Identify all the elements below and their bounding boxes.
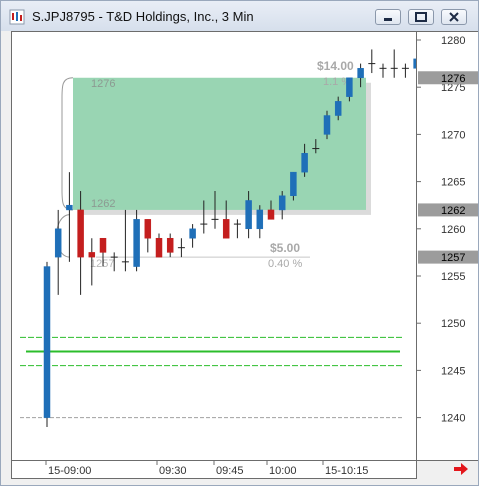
maximize-icon xyxy=(415,12,427,22)
candle-up xyxy=(256,209,264,230)
minimize-button[interactable] xyxy=(375,9,401,25)
y-tick-label: 1250 xyxy=(441,318,465,330)
price-axis[interactable]: 1240 1245 1250 1255 1260 1265 1270 1275 1280 1276… xyxy=(417,31,478,461)
y-tick-label: 1240 xyxy=(441,413,465,425)
candle-down xyxy=(88,252,96,258)
zone-value-label: $14.00 xyxy=(317,59,354,73)
price-marker-bg xyxy=(418,203,478,217)
y-tick-label: 1275 xyxy=(441,82,465,94)
candle-down xyxy=(166,237,174,253)
close-icon xyxy=(449,12,459,22)
candle-down xyxy=(77,209,84,258)
price-marker-label: 1262 xyxy=(441,205,465,217)
candle-up xyxy=(189,228,196,239)
range-bottom-label: 1257 xyxy=(90,258,114,270)
zone-pct-label: 1.1 % xyxy=(323,76,351,88)
candle-up xyxy=(66,204,73,211)
candle-up xyxy=(334,101,342,116)
y-tick-label: 1245 xyxy=(441,365,465,377)
window-title: S.JPJ8795 - T&D Holdings, Inc., 3 Min xyxy=(32,9,254,24)
zone-bottom-label: 1262 xyxy=(91,198,115,210)
candle-down xyxy=(144,219,152,239)
chart-area[interactable]: 1276 1262 $14.00 1.1 % 1257 $5.00 0.40 % 1240 1… xyxy=(1,31,478,485)
x-tick-label: 15-09:00 xyxy=(48,465,91,477)
candle-down xyxy=(99,237,107,253)
y-tick-label: 1265 xyxy=(441,177,465,189)
scroll-right-arrow-icon[interactable] xyxy=(453,463,469,475)
y-tick-label: 1270 xyxy=(441,129,465,141)
minimize-icon xyxy=(384,18,392,21)
candle-up xyxy=(290,171,297,197)
price-marker-label: 1257 xyxy=(441,252,465,264)
x-tick-label: 09:45 xyxy=(216,465,244,477)
candle-up xyxy=(278,195,286,211)
time-axis[interactable]: 15-09:00 09:30 09:45 10:00 15-10:15 xyxy=(11,461,417,479)
candle-down xyxy=(155,237,163,258)
candle-up xyxy=(346,77,353,97)
price-marker-bg xyxy=(418,71,478,85)
y-tick-label: 1280 xyxy=(441,35,465,47)
candle-up xyxy=(54,228,62,258)
x-tick-label: 09:30 xyxy=(159,465,187,477)
close-button[interactable] xyxy=(441,9,467,25)
title-bar[interactable]: S.JPJ8795 - T&D Holdings, Inc., 3 Min xyxy=(1,1,478,31)
zone-top-label: 1276 xyxy=(91,78,115,90)
y-tick-label: 1255 xyxy=(441,271,465,283)
candle-up xyxy=(43,266,51,418)
range-pct-label: 0.40 % xyxy=(268,258,302,270)
candle-down xyxy=(222,219,230,239)
plot-area[interactable]: 1276 1262 $14.00 1.1 % 1257 $5.00 0.40 % xyxy=(11,31,420,461)
maximize-button[interactable] xyxy=(408,9,434,25)
zone-bracket xyxy=(61,77,74,211)
candle-up xyxy=(357,68,364,79)
candle-up xyxy=(413,58,420,69)
candle-down xyxy=(267,209,275,220)
candle-up xyxy=(245,200,252,230)
candlestick-chart[interactable]: 1276 1262 $14.00 1.1 % 1257 $5.00 0.40 % xyxy=(12,32,420,460)
range-value-label: $5.00 xyxy=(270,241,300,255)
price-marker-bg xyxy=(418,250,478,264)
price-axis-labels: 1240 1245 1250 1255 1260 1265 1270 1275 1280 1276… xyxy=(417,35,478,425)
candle-up xyxy=(323,115,331,135)
price-marker-label: 1276 xyxy=(441,73,465,85)
y-tick-label: 1260 xyxy=(441,224,465,236)
time-axis-labels: 15-09:00 09:30 09:45 10:00 15-10:15 xyxy=(45,461,368,477)
candle-up xyxy=(301,153,308,173)
candle-up xyxy=(133,219,140,267)
x-tick-label: 10:00 xyxy=(269,465,297,477)
profit-zone xyxy=(73,77,366,210)
x-tick-label: 15-10:15 xyxy=(325,465,368,477)
app-chart-icon xyxy=(9,9,25,25)
